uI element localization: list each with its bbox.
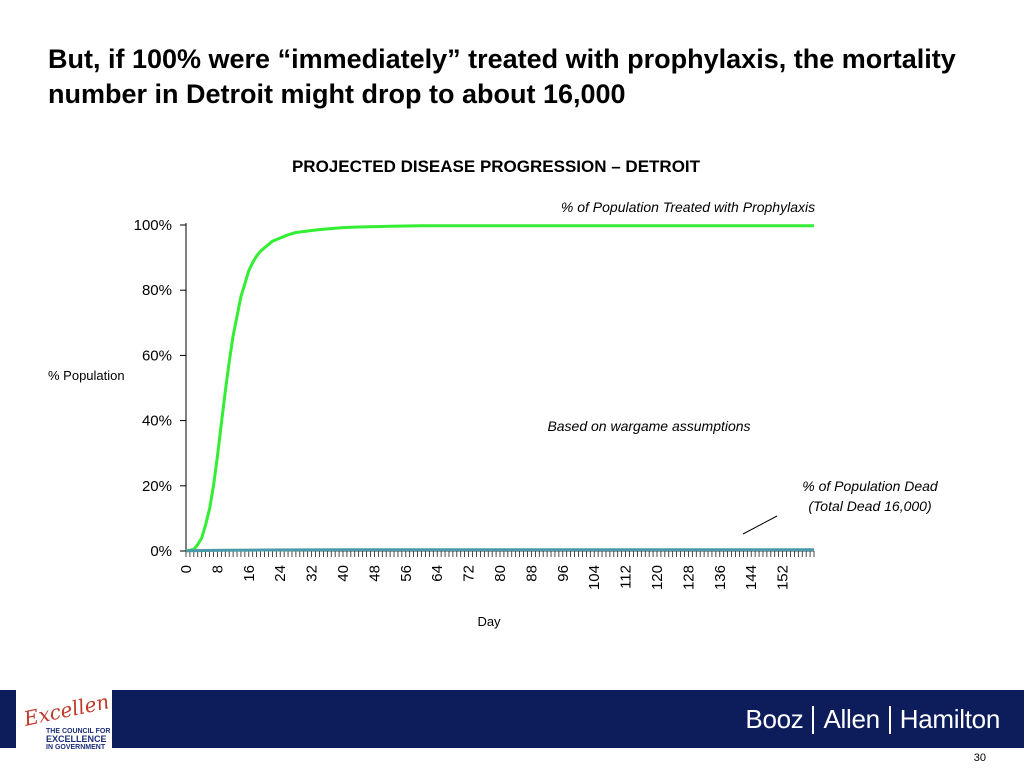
x-tick-label: 64 bbox=[429, 565, 446, 582]
x-tick-label: 136 bbox=[712, 565, 729, 590]
x-tick-label: 48 bbox=[366, 565, 383, 582]
x-tick-label: 144 bbox=[743, 565, 760, 590]
svg-text:Excellence: Excellence bbox=[22, 694, 108, 728]
brand-part-allen: Allen bbox=[823, 704, 880, 734]
x-tick-label: 32 bbox=[304, 565, 321, 582]
x-tick-label: 40 bbox=[335, 565, 352, 582]
x-tick-label: 56 bbox=[398, 565, 415, 582]
treated-series-line bbox=[185, 224, 814, 553]
y-tick-label: 80% bbox=[142, 282, 172, 299]
treated-series-label: % of Population Treated with Prophylaxis bbox=[561, 199, 815, 215]
council-logo-text: THE COUNCIL FOR EXCELLENCE IN GOVERNMENT bbox=[46, 728, 110, 751]
disease-progression-chart: PROJECTED DISEASE PROGRESSION – DETROIT … bbox=[48, 157, 939, 629]
excellence-script-logo: Excellence bbox=[22, 694, 108, 728]
x-tick-label: 128 bbox=[680, 565, 697, 590]
x-tick-label: 120 bbox=[649, 565, 666, 590]
council-logo: Excellence THE COUNCIL FOR EXCELLENCE IN… bbox=[16, 690, 112, 760]
x-axis-label: Day bbox=[477, 614, 501, 629]
chart-axes: 0% 20% 40% 60% 80% 100% 0 8 16 24 32 40 48 56 64 72 80 88… bbox=[134, 217, 815, 590]
page-number: 30 bbox=[973, 752, 986, 764]
y-tick-label: 20% bbox=[142, 478, 172, 495]
x-tick-label: 96 bbox=[555, 565, 572, 582]
council-logo-line-3: IN GOVERNMENT bbox=[46, 744, 106, 751]
x-tick-label: 88 bbox=[523, 565, 540, 582]
y-tick-label: 40% bbox=[142, 413, 172, 430]
y-tick-label: 100% bbox=[134, 217, 172, 234]
x-tick-label: 104 bbox=[586, 565, 603, 590]
y-tick-label: 0% bbox=[150, 543, 172, 560]
dead-label-leader-line bbox=[742, 515, 778, 535]
x-tick-label: 8 bbox=[209, 565, 226, 573]
brand-part-booz: Booz bbox=[745, 704, 804, 734]
x-tick-label: 80 bbox=[492, 565, 509, 582]
x-tick-label: 72 bbox=[461, 565, 478, 582]
x-tick-label: 16 bbox=[241, 565, 258, 582]
dead-series-label-line2: (Total Dead 16,000) bbox=[808, 498, 931, 514]
chart-series bbox=[185, 224, 814, 553]
dead-series-line bbox=[185, 548, 814, 553]
chart-title: PROJECTED DISEASE PROGRESSION – DETROIT bbox=[292, 157, 701, 176]
x-tick-label: 0 bbox=[178, 565, 195, 573]
y-axis-label: % Population bbox=[48, 368, 125, 383]
wargame-note: Based on wargame assumptions bbox=[547, 418, 750, 434]
y-tick-label: 60% bbox=[142, 347, 172, 364]
x-tick-label: 112 bbox=[618, 565, 635, 589]
x-tick-label: 152 bbox=[775, 565, 792, 590]
x-tick-label: 24 bbox=[272, 565, 289, 582]
brand-part-hamilton: Hamilton bbox=[899, 704, 1001, 734]
booz-allen-hamilton-logo: Booz Allen Hamilton bbox=[745, 704, 1000, 735]
slide-headline: But, if 100% were “immediately” treated … bbox=[48, 44, 956, 109]
council-logo-line-2: EXCELLENCE bbox=[46, 734, 107, 744]
footer-bar bbox=[0, 690, 1024, 748]
dead-series-label-line1: % of Population Dead bbox=[802, 478, 939, 494]
council-logo-line-1: THE COUNCIL FOR bbox=[46, 728, 111, 735]
